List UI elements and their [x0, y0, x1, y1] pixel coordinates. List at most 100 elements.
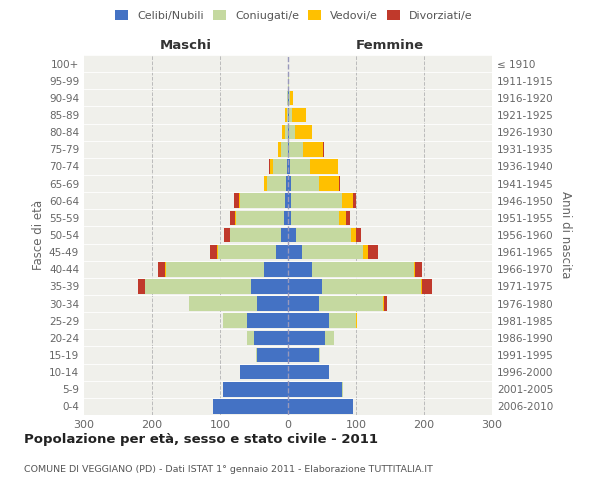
Bar [302, 245, 363, 260]
Bar [346, 210, 350, 225]
Bar [211, 245, 217, 260]
Bar [267, 176, 286, 191]
Bar [292, 108, 305, 122]
Bar [224, 228, 230, 242]
Bar [288, 245, 302, 260]
Bar [288, 314, 329, 328]
Bar [339, 176, 340, 191]
Bar [288, 125, 289, 140]
Bar [288, 279, 322, 293]
Bar [323, 142, 324, 156]
Bar [288, 90, 289, 105]
Bar [218, 245, 276, 260]
Bar [256, 348, 257, 362]
Bar [288, 399, 353, 413]
Bar [288, 228, 296, 242]
Bar [251, 279, 288, 293]
Bar [422, 279, 432, 293]
Bar [284, 210, 288, 225]
Bar [288, 194, 292, 208]
Bar [350, 228, 356, 242]
Bar [166, 262, 264, 276]
Bar [284, 194, 288, 208]
Bar [239, 194, 241, 208]
Bar [233, 194, 239, 208]
Bar [421, 279, 422, 293]
Bar [292, 210, 339, 225]
Text: Femmine: Femmine [356, 38, 424, 52]
Bar [363, 245, 368, 260]
Bar [190, 296, 257, 311]
Y-axis label: Anni di nascita: Anni di nascita [559, 192, 572, 278]
Bar [322, 279, 421, 293]
Bar [310, 159, 338, 174]
Bar [288, 108, 289, 122]
Bar [287, 90, 288, 105]
Bar [235, 210, 236, 225]
Bar [241, 365, 288, 380]
Bar [384, 296, 387, 311]
Bar [288, 365, 329, 380]
Bar [240, 365, 241, 380]
Bar [213, 399, 288, 413]
Bar [415, 262, 422, 276]
Bar [257, 348, 288, 362]
Bar [288, 348, 319, 362]
Bar [290, 159, 310, 174]
Bar [145, 279, 251, 293]
Bar [325, 330, 334, 345]
Bar [257, 296, 288, 311]
Bar [236, 210, 284, 225]
Y-axis label: Fasce di età: Fasce di età [32, 200, 45, 270]
Legend: Celibi/Nubili, Coniugati/e, Vedovi/e, Divorziati/e: Celibi/Nubili, Coniugati/e, Vedovi/e, Di… [111, 6, 477, 25]
Bar [276, 245, 288, 260]
Bar [282, 125, 284, 140]
Bar [288, 262, 312, 276]
Bar [230, 228, 281, 242]
Bar [319, 296, 383, 311]
Bar [223, 382, 288, 396]
Bar [319, 176, 339, 191]
Bar [319, 348, 320, 362]
Bar [288, 142, 289, 156]
Bar [289, 142, 303, 156]
Bar [290, 90, 293, 105]
Bar [289, 108, 292, 122]
Bar [288, 330, 325, 345]
Bar [289, 125, 295, 140]
Bar [281, 228, 288, 242]
Text: Popolazione per età, sesso e stato civile - 2011: Popolazione per età, sesso e stato civil… [24, 432, 378, 446]
Bar [343, 194, 353, 208]
Bar [269, 159, 273, 174]
Bar [158, 262, 165, 276]
Bar [254, 330, 288, 345]
Bar [247, 314, 288, 328]
Bar [288, 176, 292, 191]
Bar [247, 330, 254, 345]
Bar [165, 262, 166, 276]
Bar [223, 314, 247, 328]
Bar [292, 176, 319, 191]
Bar [356, 228, 361, 242]
Bar [217, 245, 218, 260]
Bar [273, 159, 287, 174]
Bar [286, 176, 288, 191]
Bar [295, 125, 313, 140]
Bar [287, 159, 288, 174]
Bar [285, 108, 287, 122]
Bar [284, 125, 288, 140]
Bar [383, 296, 384, 311]
Bar [368, 245, 379, 260]
Bar [288, 382, 343, 396]
Bar [288, 159, 290, 174]
Bar [288, 210, 292, 225]
Bar [339, 210, 346, 225]
Bar [230, 210, 235, 225]
Bar [288, 296, 319, 311]
Bar [292, 194, 343, 208]
Bar [303, 142, 323, 156]
Bar [414, 262, 415, 276]
Bar [241, 194, 284, 208]
Bar [289, 90, 290, 105]
Bar [329, 314, 356, 328]
